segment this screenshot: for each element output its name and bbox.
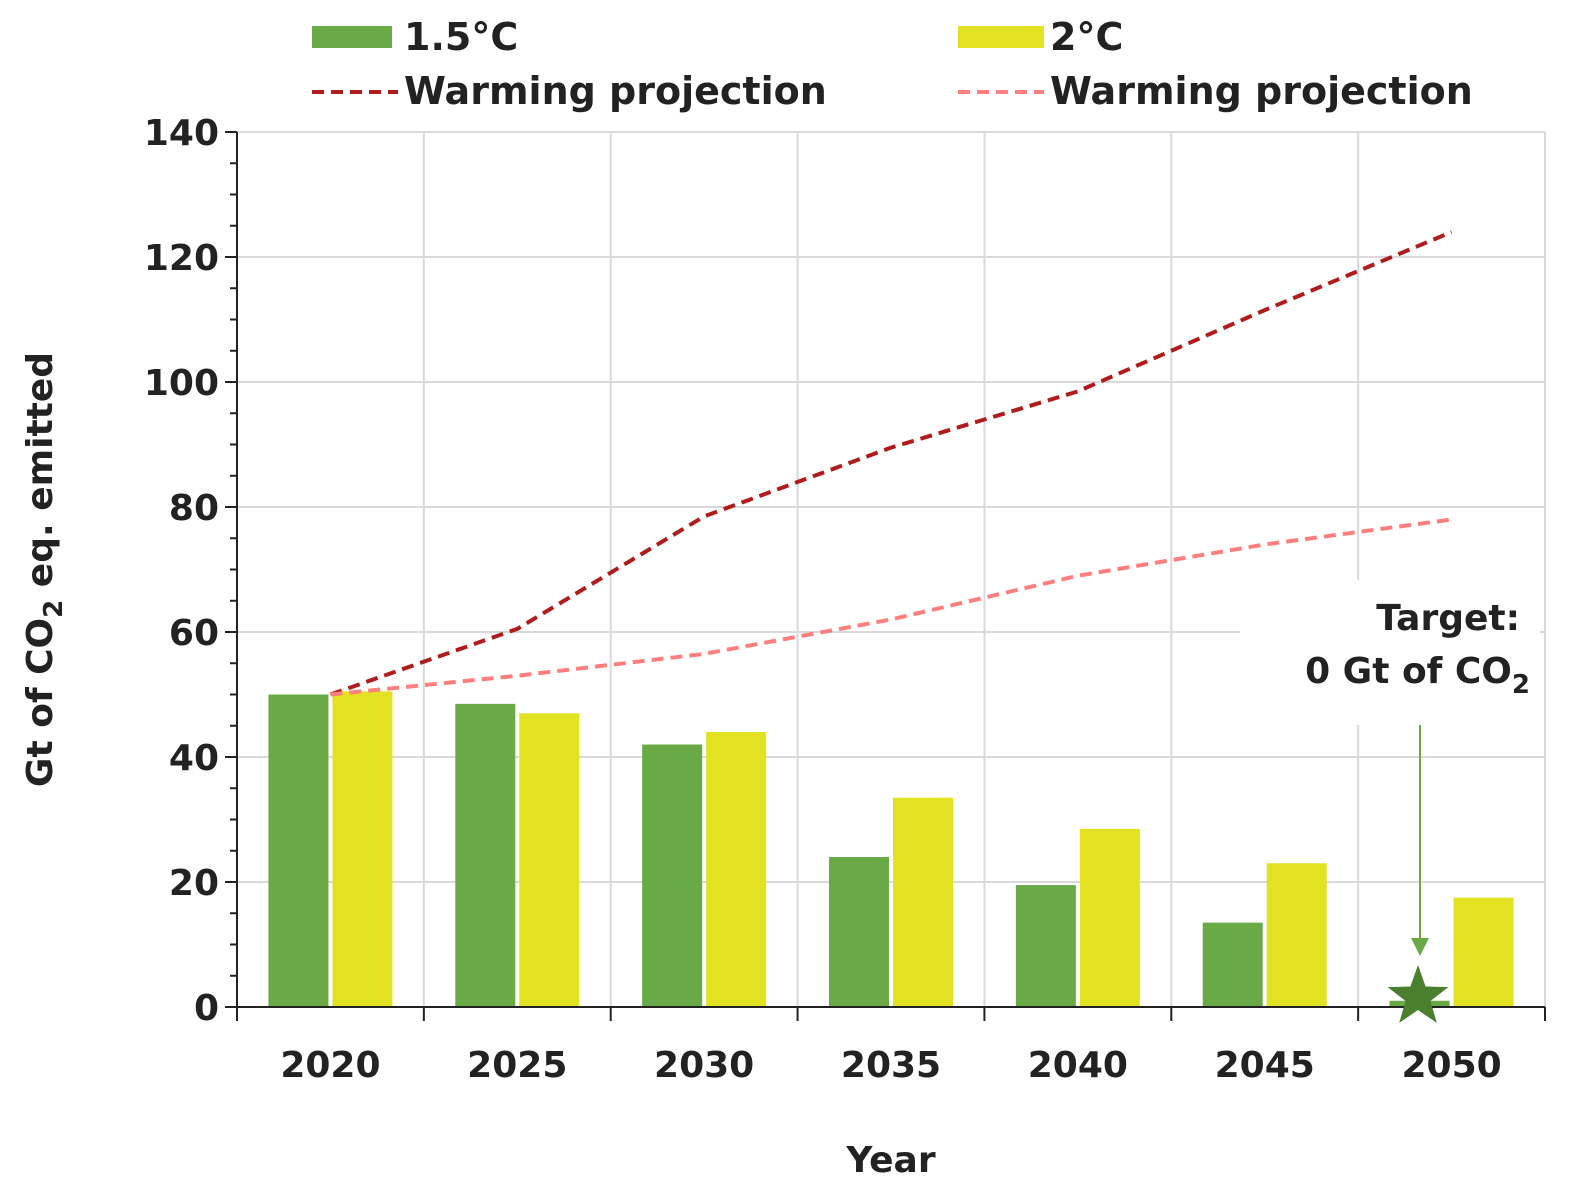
y-axis-title: Gt of CO2 eq. emitted [20,352,69,787]
grid-lines [237,131,1546,1007]
annotation-background [1240,580,1540,725]
bar-2c-2050 [1453,897,1514,1007]
annotation-line2: 0 Gt of CO2 [1305,651,1530,700]
legend-label-warming-dark: Warming projection [404,69,827,113]
x-tick-label-2045: 2045 [1215,1045,1315,1086]
target-star-icon [1387,965,1449,1023]
warming-projection-line-dark [329,230,1453,697]
x-tick-label-2050: 2050 [1401,1045,1501,1086]
y-tick-label-140: 140 [144,113,219,154]
legend-label-1-5c: 1.5°C [404,15,518,59]
y-tick-label-40: 40 [169,738,219,779]
bar-1-5c-2040 [1015,885,1076,1007]
y-tick-label-120: 120 [144,238,219,279]
bar-1-5c-2020 [268,694,329,1007]
y-tick-label-0: 0 [194,988,219,1029]
x-axis-title: Year [845,1140,935,1181]
legend-swatch-1-5c [312,26,392,48]
bar-1-5c-2030 [642,744,703,1007]
annotation-line1: Target: [1376,598,1520,639]
x-tick-label-2030: 2030 [654,1045,754,1086]
annotation-line2-sub: 2 [1512,670,1530,700]
y-tick-label-80: 80 [169,488,219,529]
legend-swatch-2c [958,26,1044,48]
y-axis-title-sub: 2 [39,600,69,618]
y-tick-label-60: 60 [169,613,219,654]
bar-2c-2035 [893,797,953,1007]
target-arrowhead [1411,938,1429,956]
bars [268,691,1514,1007]
legend: 1.5°C 2°C Warming projection Warming pro… [312,15,1473,113]
y-tick-label-20: 20 [169,863,219,904]
y-tick-label-100: 100 [144,363,219,404]
bar-1-5c-2045 [1202,922,1263,1007]
x-tick-label-2020: 2020 [280,1045,380,1086]
legend-label-warming-light: Warming projection [1050,69,1473,113]
bar-1-5c-2025 [455,703,516,1007]
x-tick-label-2040: 2040 [1028,1045,1128,1086]
x-tick-label-2025: 2025 [467,1045,567,1086]
x-tick-label-2035: 2035 [841,1045,941,1086]
bar-2c-2030 [706,732,767,1007]
annotation-line2-main: 0 Gt of CO [1305,651,1512,692]
bar-2c-2025 [519,713,580,1007]
bar-2c-2040 [1079,828,1140,1007]
legend-label-2c: 2°C [1050,15,1123,59]
projection-lines [329,230,1453,697]
target-annotation: Target: 0 Gt of CO2 [1240,580,1540,1023]
y-axis-title-after: eq. emitted [20,352,61,600]
y-axis-title-before: Gt of CO [20,618,61,787]
bar-1-5c-2035 [829,857,889,1007]
bar-2c-2020 [332,691,393,1007]
bar-2c-2045 [1266,863,1327,1007]
